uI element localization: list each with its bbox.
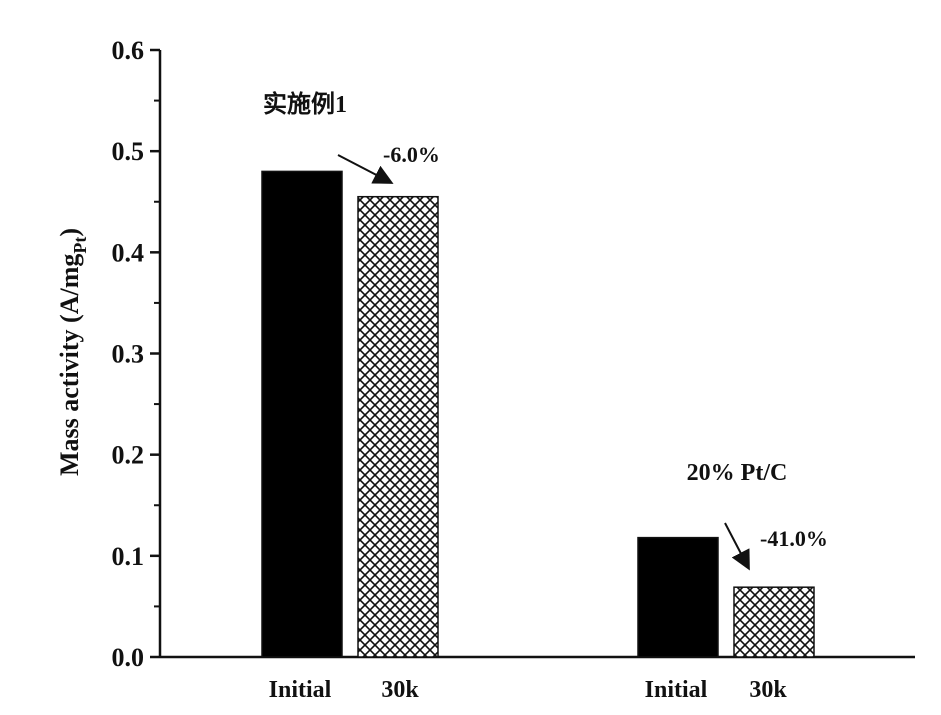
bars xyxy=(262,171,814,657)
category-label: 30k xyxy=(381,677,419,703)
y-tick-label: 0.0 xyxy=(112,643,145,672)
bar-1-30k xyxy=(358,197,438,657)
y-tick-label: 0.2 xyxy=(112,441,145,470)
bar-2-initial xyxy=(638,538,718,657)
y-axis-label: Mass activity (A/mgPt) xyxy=(55,228,90,476)
category-label: Initial xyxy=(645,677,708,703)
change-label: -6.0% xyxy=(383,142,440,167)
change-arrow xyxy=(725,523,748,567)
change-label: -41.0% xyxy=(760,526,828,551)
annotations: 实施例1 -6.0% 20% Pt/C -41.0% xyxy=(263,90,828,567)
group-label: 20% Pt/C xyxy=(687,460,788,486)
y-tick-label: 0.1 xyxy=(112,542,145,571)
y-tick-label: 0.4 xyxy=(112,238,145,267)
y-ticks: 0.0 0.1 0.2 0.3 0.4 0.5 0.6 xyxy=(112,36,161,672)
category-labels: Initial 30k Initial 30k xyxy=(269,677,788,703)
group-label: 实施例1 xyxy=(263,90,347,118)
bar-1-initial xyxy=(262,171,342,657)
category-label: Initial xyxy=(269,677,332,703)
bar-2-30k xyxy=(734,587,814,657)
category-label: 30k xyxy=(749,677,787,703)
y-tick-label: 0.5 xyxy=(112,137,145,166)
y-tick-label: 0.6 xyxy=(112,36,145,65)
y-tick-label: 0.3 xyxy=(112,340,145,369)
